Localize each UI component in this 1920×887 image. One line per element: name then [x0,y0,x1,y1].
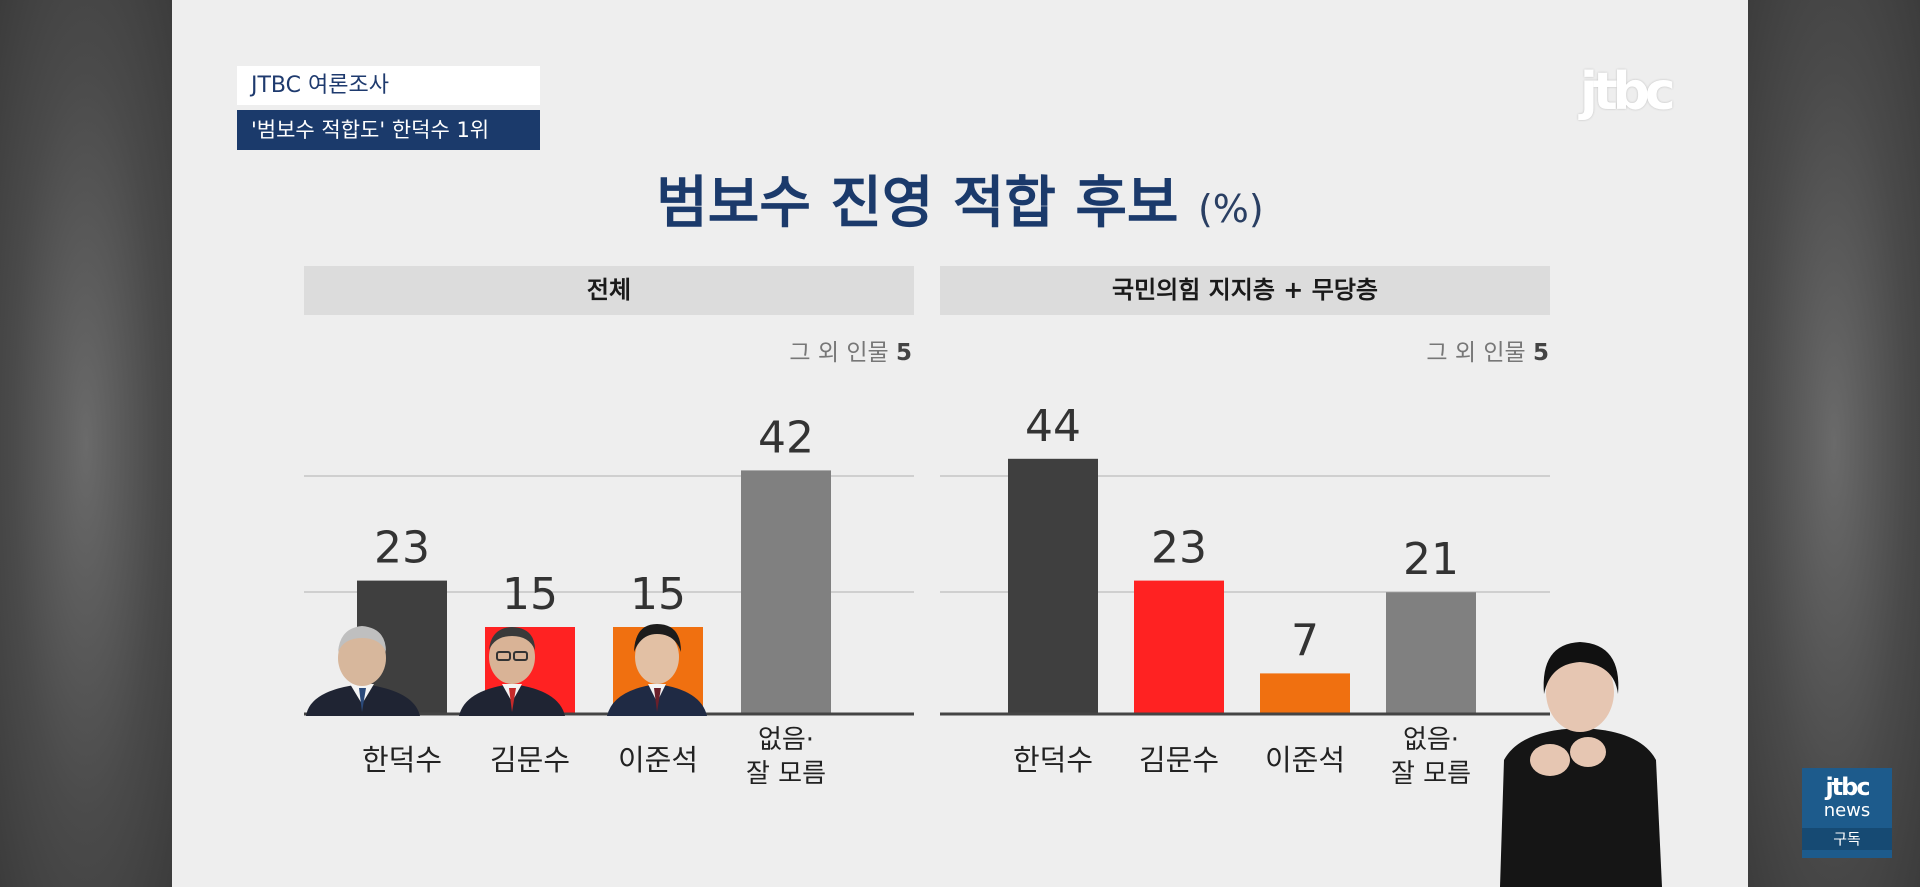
candidate-photo-handeoksu [306,626,420,716]
candidate-photo-leejunseok [607,624,707,716]
category-label: 이준석 [618,743,698,777]
data-label: 21 [1403,534,1459,585]
headline-tag: '범보수 적합도' 한덕수 1위 [237,110,540,150]
data-label: 23 [374,523,430,574]
jtbc-news-subscribe-badge[interactable]: jtbc news 구독 [1802,768,1892,858]
category-label: 없음· [758,725,814,755]
chart-title-text: 범보수 진영 적합 후보 [656,171,1179,236]
sign-language-interpreter [1500,642,1662,887]
category-label: 한덕수 [1013,743,1093,777]
category-label: 한덕수 [362,743,442,777]
category-label: 잘 모름 [746,759,826,789]
bar-ppp-1 [1134,580,1224,714]
right-backdrop [1748,0,1920,887]
subscribe-label: 구독 [1802,828,1892,850]
candidate-photo-kimmunsu [459,627,565,716]
category-label: 없음· [1403,725,1459,755]
others-note-ppp: 그 외 인물 5 [1337,333,1549,367]
category-label: 잘 모름 [1391,759,1471,789]
badge-logo: jtbc [1825,773,1870,801]
category-label: 이준석 [1265,743,1345,777]
others-label: 그 외 인물 [789,340,889,366]
chart-title: 범보수 진영 적합 후보 (%) [0,158,1920,239]
panel-title-ppp: 국민의힘 지지층 + 무당층 [940,266,1550,315]
data-label: 44 [1025,401,1081,452]
data-label: 42 [758,412,814,463]
others-value: 5 [895,340,912,366]
others-note-total: 그 외 인물 5 [700,333,912,367]
left-backdrop [0,0,172,887]
bar-ppp-0 [1008,458,1098,714]
panel-title-total: 전체 [304,266,914,315]
data-label: 15 [502,569,558,620]
jtbc-logo: jtbc [1580,62,1676,122]
category-label: 김문수 [490,743,570,777]
category-label: 김문수 [1139,743,1219,777]
others-label: 그 외 인물 [1426,340,1526,366]
data-label: 15 [630,569,686,620]
chart-title-unit: (%) [1197,187,1264,231]
data-label: 23 [1151,523,1207,574]
bar-total-3 [741,470,831,714]
bar-ppp-3 [1386,592,1476,714]
badge-news: news [1823,800,1871,821]
data-label: 7 [1291,615,1319,666]
source-tag: JTBC 여론조사 [237,66,540,105]
others-value: 5 [1532,340,1549,366]
bar-ppp-2 [1260,673,1350,714]
